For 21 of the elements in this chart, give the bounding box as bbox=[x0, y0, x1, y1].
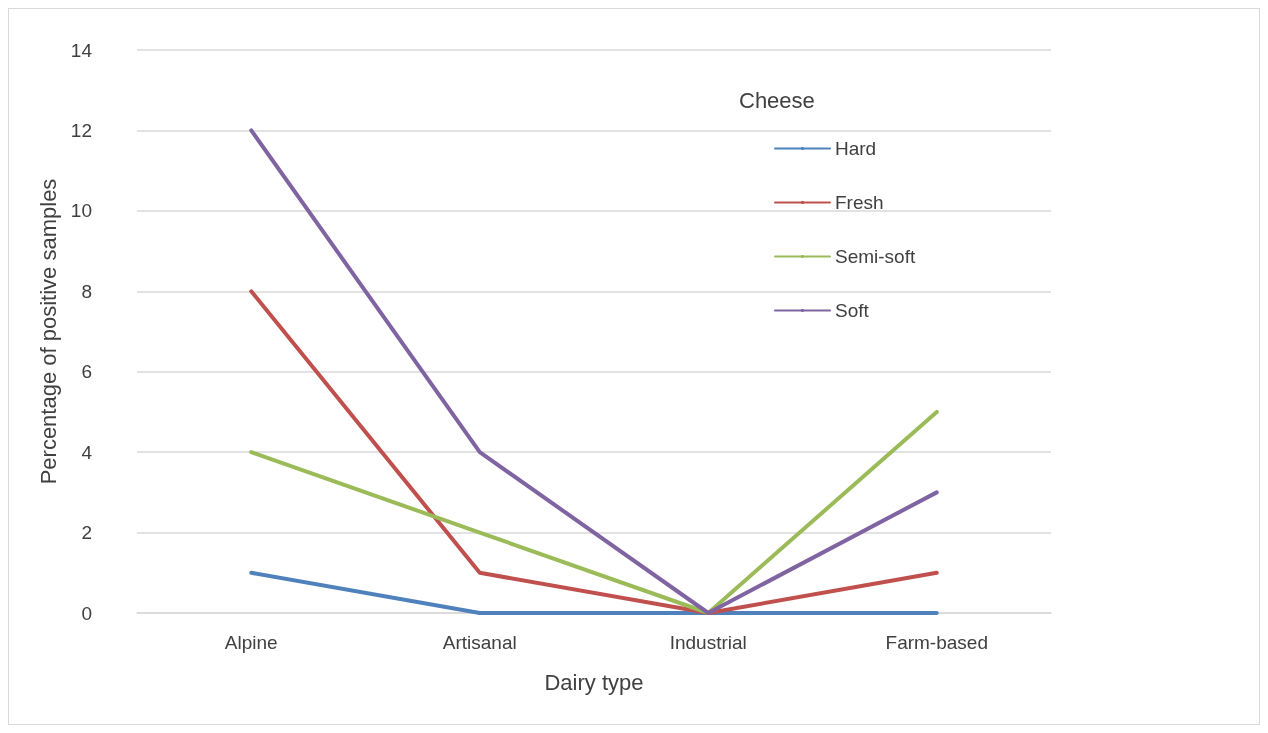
y-tick-label: 0 bbox=[81, 602, 92, 624]
x-tick-label: Industrial bbox=[669, 632, 747, 653]
x-tick-label: Artisanal bbox=[442, 632, 517, 653]
y-tick-label: 4 bbox=[81, 441, 93, 463]
y-tick-label: 10 bbox=[70, 200, 92, 222]
legend-title: Cheese bbox=[739, 87, 815, 113]
line-series bbox=[249, 409, 939, 615]
line-series bbox=[249, 128, 939, 615]
y-tick-label: 8 bbox=[81, 280, 92, 302]
legend-label: Hard bbox=[835, 138, 877, 159]
y-axis-title: Percentage of positive samples bbox=[36, 178, 62, 485]
y-tick-label: 14 bbox=[70, 39, 93, 61]
x-tick-label: Alpine bbox=[224, 632, 278, 653]
x-axis-title: Dairy type bbox=[544, 669, 644, 695]
y-tick-label: 6 bbox=[81, 361, 92, 383]
legend-label: Soft bbox=[835, 300, 870, 321]
y-tick-label: 2 bbox=[81, 522, 92, 544]
legend-label: Fresh bbox=[835, 192, 884, 213]
y-tick-label: 12 bbox=[70, 119, 92, 141]
x-tick-label: Farm-based bbox=[885, 632, 988, 653]
legend-label: Semi-soft bbox=[835, 246, 916, 267]
